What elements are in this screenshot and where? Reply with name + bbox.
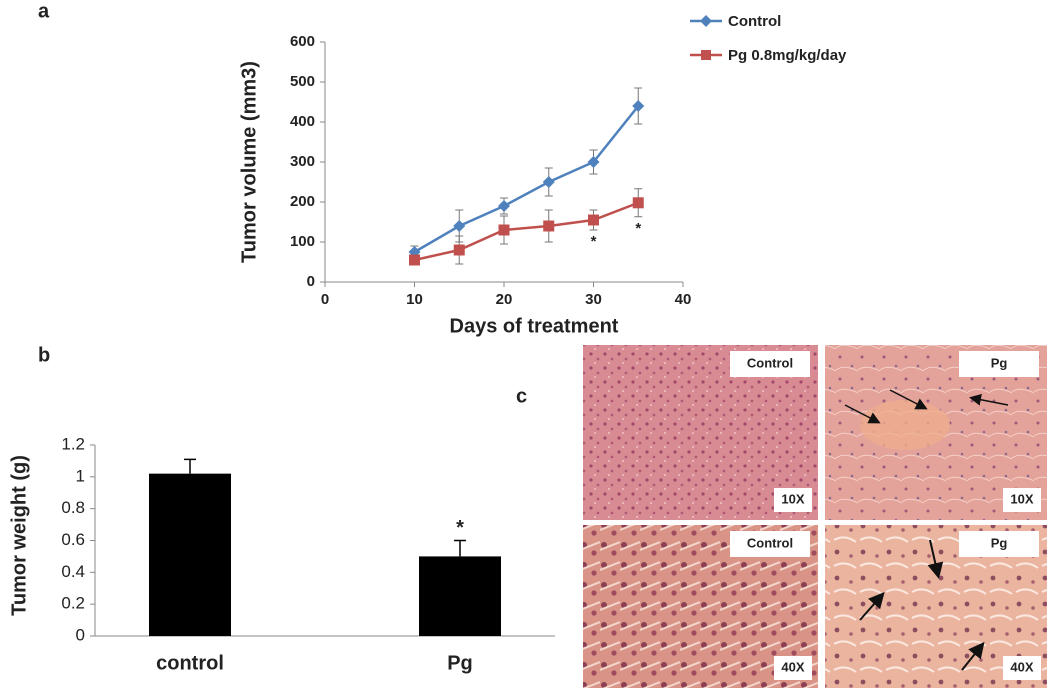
y-tick-label: 500 xyxy=(290,73,315,90)
arrow xyxy=(927,539,944,579)
marker xyxy=(587,156,600,168)
marker xyxy=(453,244,465,256)
error-bar xyxy=(184,458,196,474)
label-box xyxy=(774,488,812,512)
significance-mark: * xyxy=(635,220,641,237)
y-tick-label: 0.4 xyxy=(61,562,85,581)
legend-entry: Control xyxy=(688,12,878,32)
y-tick-label: 1.2 xyxy=(61,434,85,453)
marker xyxy=(543,220,555,232)
x-tick-label: 20 xyxy=(496,291,513,308)
marker xyxy=(588,214,599,226)
label-box xyxy=(959,351,1039,377)
magnification-label: 10X xyxy=(781,491,804,506)
y-tick-label: 0.8 xyxy=(61,498,85,517)
magnification-label: 40X xyxy=(1010,659,1033,674)
panel-label: a xyxy=(38,0,50,22)
legend-label: Control xyxy=(728,13,782,30)
series-line xyxy=(413,105,640,254)
arrow xyxy=(889,389,928,410)
y-tick-label: 400 xyxy=(290,113,315,130)
histology-panels xyxy=(583,345,1047,688)
y-tick-label: 1 xyxy=(76,466,85,485)
panel-label: b xyxy=(38,344,50,366)
y-axis-label: Tumor volume (mm3) xyxy=(238,61,260,263)
error-bar xyxy=(454,539,466,557)
series-line xyxy=(414,201,639,262)
y-tick-label: 0 xyxy=(307,273,315,290)
marker xyxy=(409,254,420,266)
label-box xyxy=(730,531,810,557)
y-tick-label: 0.2 xyxy=(61,594,85,613)
legend-swatch xyxy=(690,50,722,60)
panel-label: c xyxy=(516,385,527,407)
marker xyxy=(632,100,645,112)
significance-mark: * xyxy=(456,517,464,539)
image-label: Control xyxy=(747,355,793,370)
arrow xyxy=(969,393,1009,406)
bar xyxy=(149,473,231,636)
arrow xyxy=(961,641,985,671)
marker xyxy=(542,176,555,188)
x-axis-label: Days of treatment xyxy=(450,315,619,337)
label-box xyxy=(959,531,1039,557)
arrow xyxy=(859,591,885,621)
y-tick-label: 200 xyxy=(290,193,315,210)
label-box xyxy=(730,351,810,377)
image-label: Pg xyxy=(991,355,1008,370)
significance-mark: * xyxy=(591,233,597,250)
x-tick-label: Pg xyxy=(447,652,473,674)
x-tick-label: 40 xyxy=(675,291,692,308)
x-tick-label: 0 xyxy=(321,291,329,308)
x-tick-label: control xyxy=(156,652,224,674)
necrosis xyxy=(860,400,950,450)
y-tick-label: 0 xyxy=(76,625,85,644)
image-label: Control xyxy=(747,535,793,550)
y-axis-label: Tumor weight (g) xyxy=(8,455,30,616)
magnification-label: 10X xyxy=(1010,491,1033,506)
magnification-label: 40X xyxy=(781,659,804,674)
bar xyxy=(419,556,501,636)
marker xyxy=(453,220,466,232)
label-box xyxy=(1003,656,1041,680)
marker xyxy=(498,200,510,212)
image-label: Pg xyxy=(991,535,1008,550)
x-tick-label: 30 xyxy=(585,291,602,308)
legend: Control Pg 0.8mg/kg/day xyxy=(688,12,878,80)
y-tick-label: 600 xyxy=(290,33,315,50)
x-tick-label: 10 xyxy=(406,291,423,308)
label-box xyxy=(1003,488,1041,512)
y-tick-label: 100 xyxy=(290,233,315,250)
y-tick-label: 0.6 xyxy=(61,530,85,549)
legend-label: Pg 0.8mg/kg/day xyxy=(728,47,847,64)
legend-swatch xyxy=(690,15,722,27)
arrow xyxy=(844,404,881,424)
y-tick-label: 300 xyxy=(290,153,315,170)
legend-entry: Pg 0.8mg/kg/day xyxy=(688,46,878,66)
label-box xyxy=(774,656,812,680)
marker xyxy=(632,197,644,209)
marker xyxy=(498,224,510,236)
